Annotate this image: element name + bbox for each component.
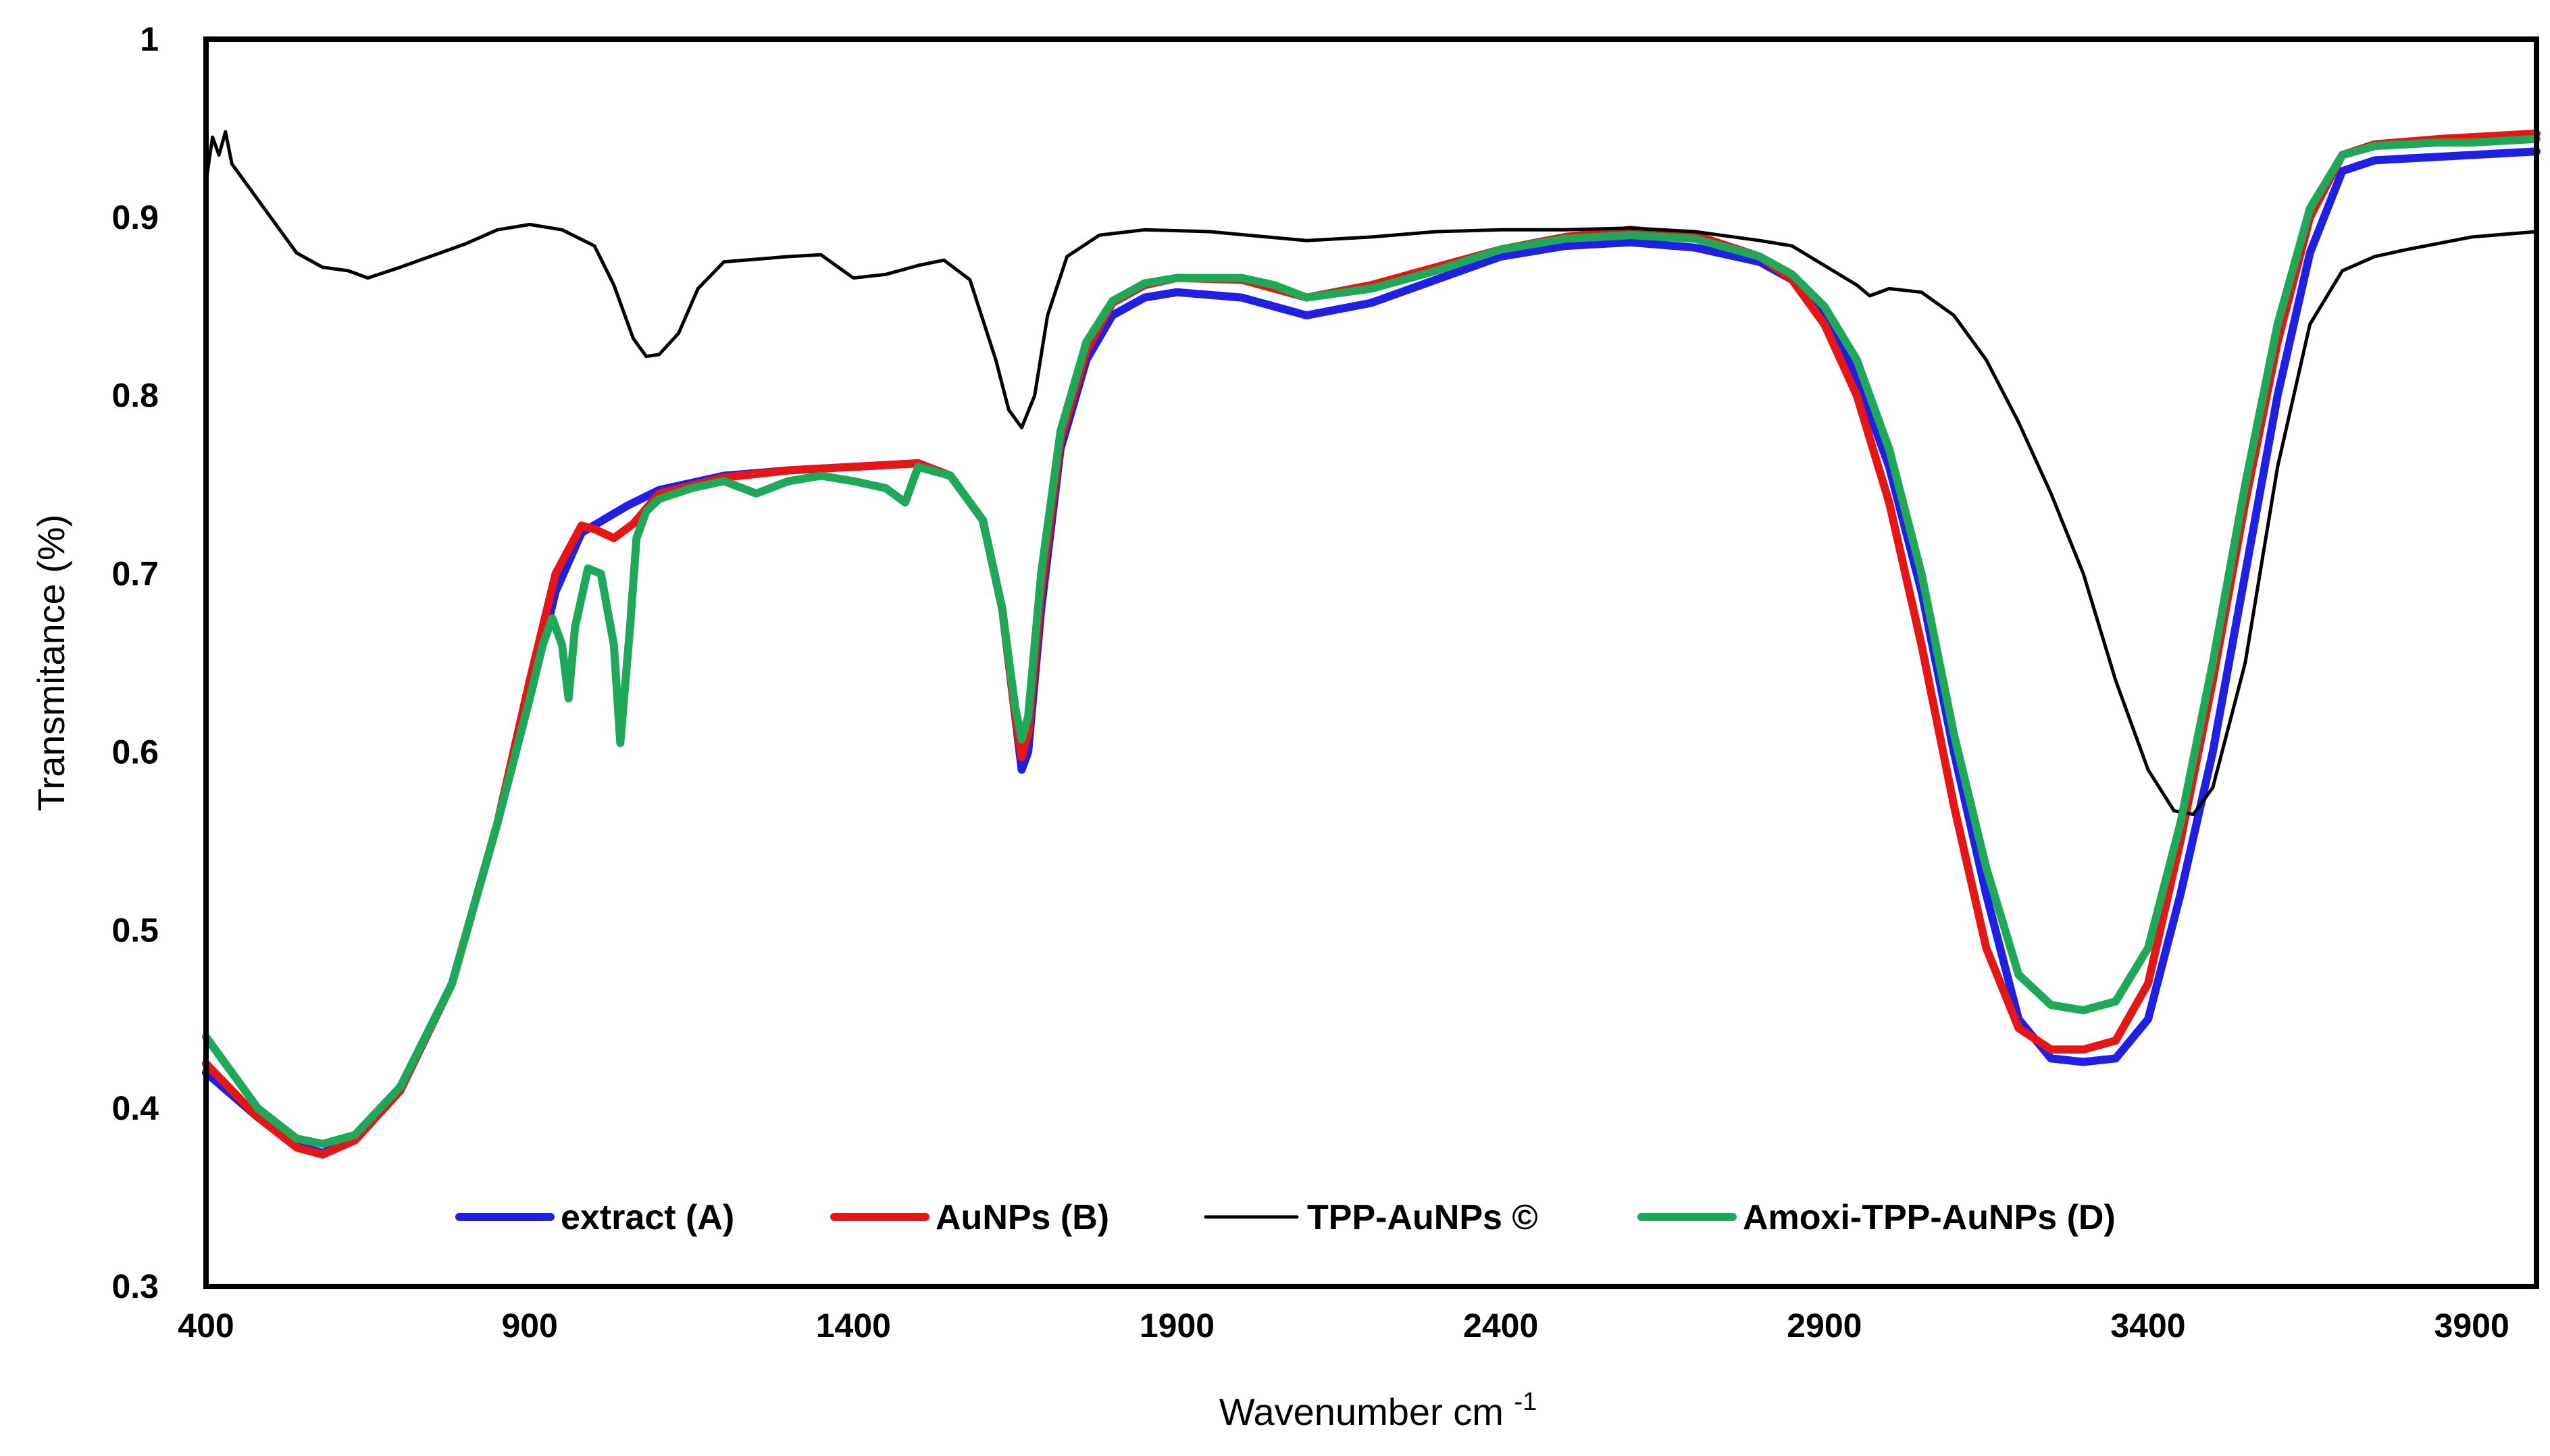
series-line-2: [204, 130, 2539, 816]
legend-label-2: TPP-AuNPs ©: [1307, 1198, 1538, 1237]
x-tick-label: 1900: [1140, 1307, 1215, 1345]
y-axis-ticks: 0.3 0.4 0.5 0.6 0.7 0.8 0.9 1: [111, 20, 159, 1305]
plot-frame: [203, 36, 2539, 1289]
y-tick-label: 0.5: [111, 911, 159, 949]
y-tick-label: 0.9: [111, 199, 159, 236]
y-tick-label: 0.4: [111, 1089, 159, 1127]
x-tick-label: 3900: [2434, 1307, 2509, 1345]
x-tick-label: 3400: [2110, 1307, 2185, 1345]
x-tick-label: 2900: [1787, 1307, 1862, 1345]
x-tick-label: 900: [501, 1307, 557, 1345]
legend-label-0: extract (A): [561, 1198, 734, 1237]
series-line-0: [202, 147, 2541, 1158]
x-tick-label: 1400: [816, 1307, 891, 1345]
y-tick-label: 0.7: [111, 555, 159, 593]
y-axis-title: Transmitance (%): [30, 515, 72, 812]
y-tick-label: 0.6: [111, 733, 159, 771]
x-axis-ticks: 400 900 1400 1900 2400 2900 3400 3900: [178, 1307, 2509, 1345]
y-tick-label: 1: [140, 20, 159, 58]
x-tick-label: 400: [178, 1307, 234, 1345]
plot-lines: [202, 129, 2541, 1159]
y-tick-label: 0.3: [111, 1268, 159, 1305]
x-axis-title-text: Wavenumber cm: [1219, 1390, 1514, 1433]
legend-label-1: AuNPs (B): [936, 1198, 1109, 1237]
x-axis-title: Wavenumber cm -1: [1219, 1388, 1537, 1433]
legend: extract (A) AuNPs (B) TPP-AuNPs © Amoxi-TPP…: [455, 1198, 2116, 1237]
x-tick-label: 2400: [1463, 1307, 1538, 1345]
x-axis-title-superscript: -1: [1514, 1388, 1537, 1416]
y-tick-label: 0.8: [111, 377, 159, 415]
series-line-3: [202, 134, 2541, 1148]
legend-label-3: Amoxi-TPP-AuNPs (D): [1743, 1198, 2116, 1237]
